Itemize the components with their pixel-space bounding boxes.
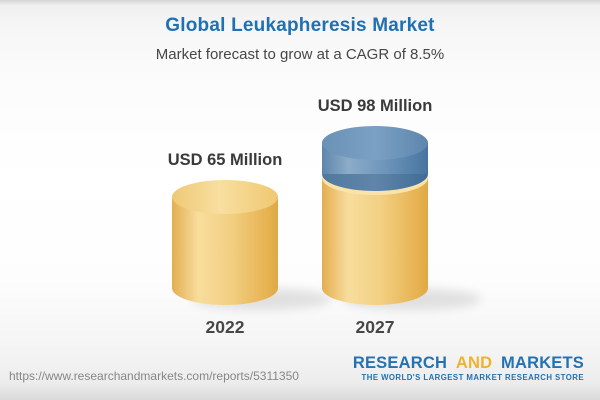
bar-2027-cylinder	[322, 126, 428, 305]
chart-subtitle: Market forecast to grow at a CAGR of 8.5…	[155, 46, 445, 63]
value-label-2022: USD 65 Million	[167, 151, 283, 169]
value-label-2027: USD 98 Million	[317, 97, 433, 115]
logo-word-markets: MARKETS	[501, 354, 584, 372]
logo-wordmark: RESEARCH AND MARKETS	[353, 354, 584, 372]
researchandmarkets-logo: RESEARCH AND MARKETS THE WORLD'S LARGEST…	[353, 354, 584, 382]
axis-label-2022: 2022	[205, 317, 245, 337]
bar-2022-cylinder	[172, 180, 278, 305]
bar-2027-growth-segment	[322, 126, 428, 191]
logo-word-research: RESEARCH	[352, 354, 448, 372]
chart-title: Global Leukapheresis Market	[165, 15, 435, 36]
logo-word-and: AND	[455, 354, 493, 372]
axis-label-2027: 2027	[355, 317, 395, 337]
logo-tagline: THE WORLD'S LARGEST MARKET RESEARCH STOR…	[361, 373, 584, 383]
report-url: https://www.researchandmarkets.com/repor…	[9, 369, 299, 383]
